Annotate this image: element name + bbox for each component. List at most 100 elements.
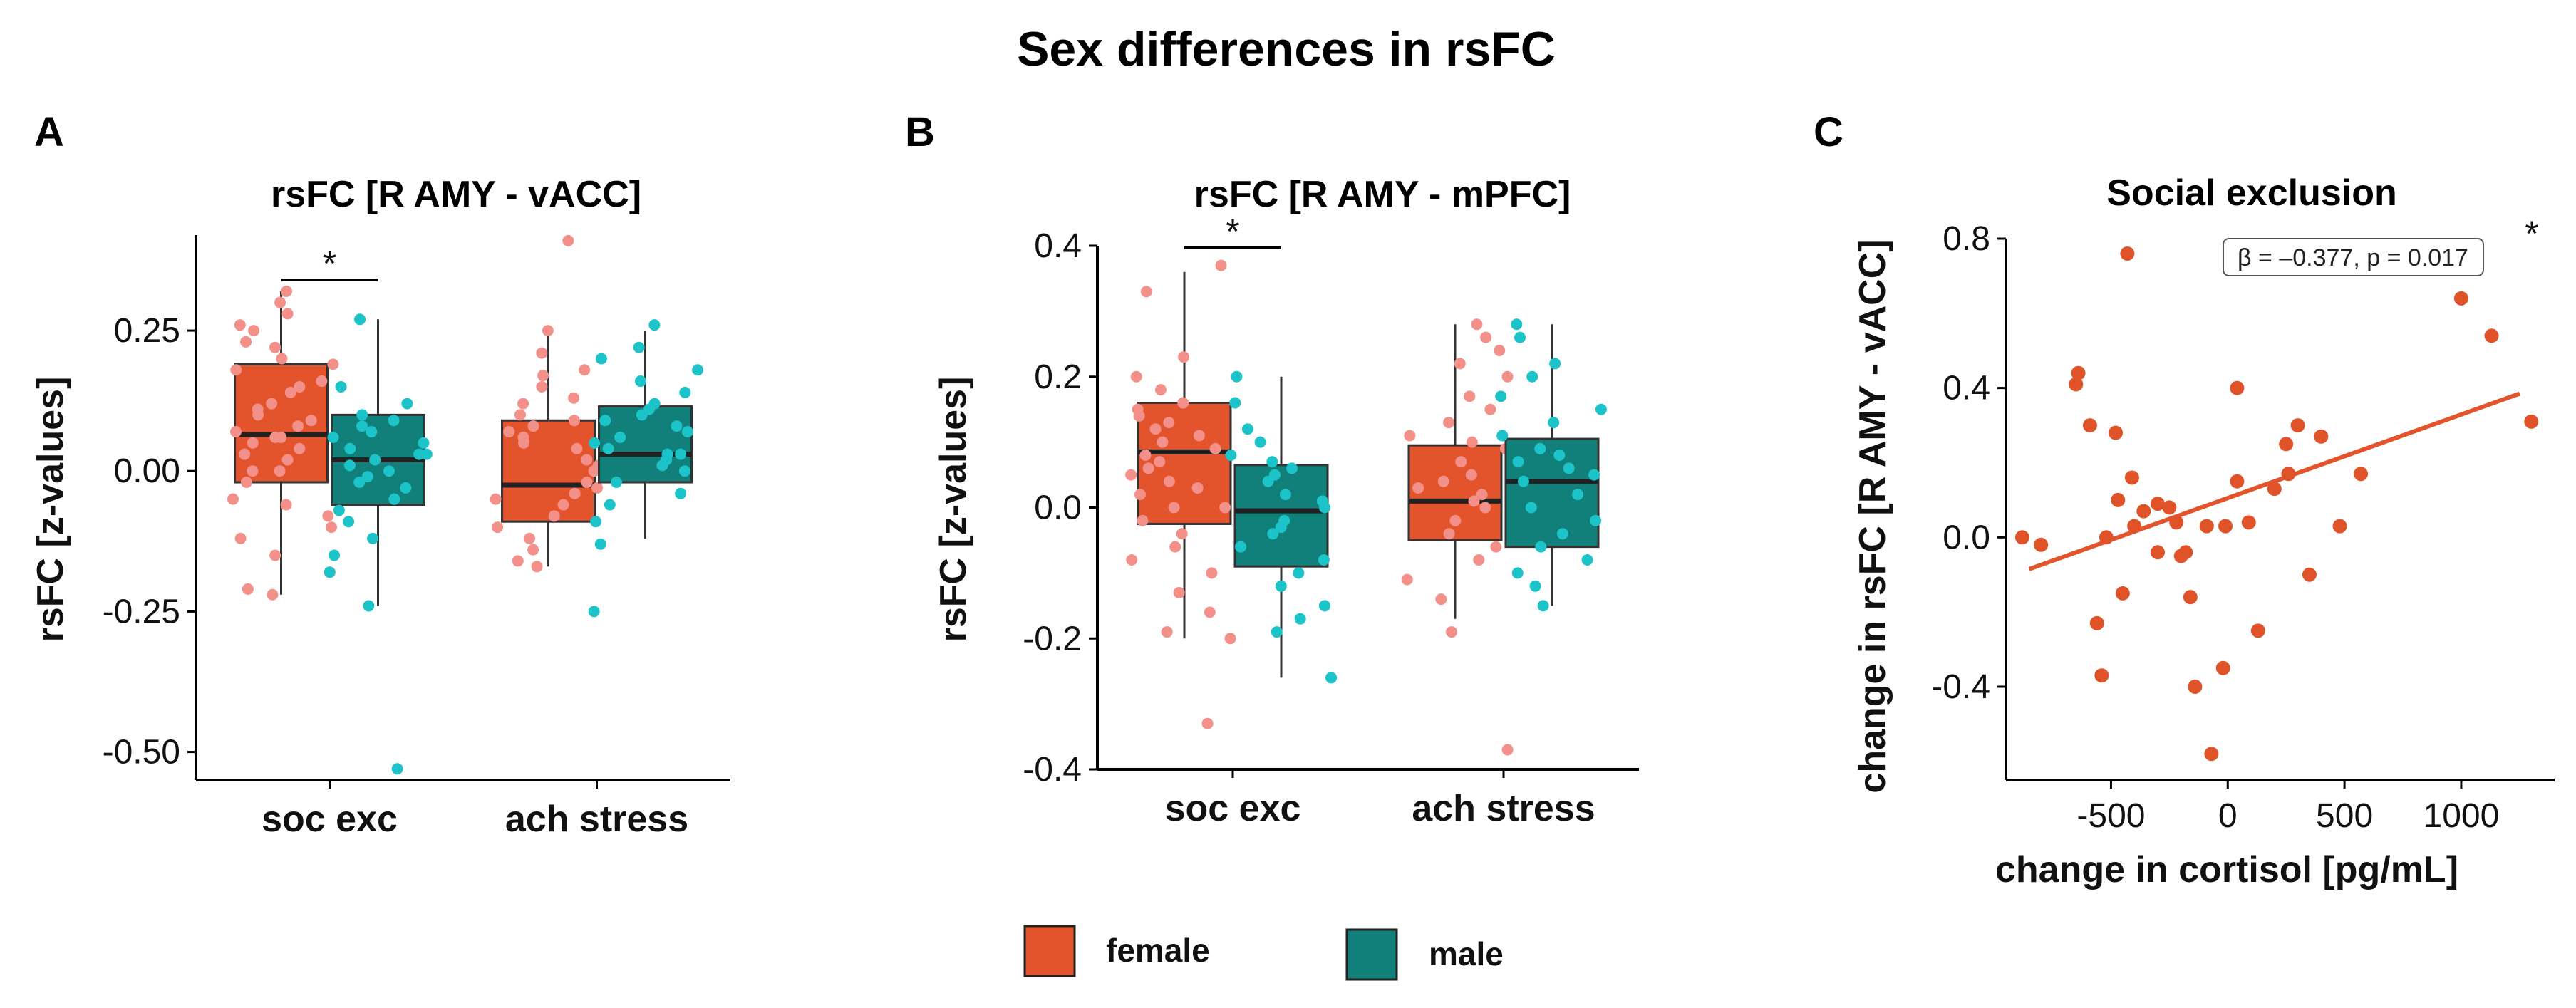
data-point-female — [1125, 469, 1137, 481]
data-point-female — [1176, 528, 1188, 540]
data-point-male — [1293, 567, 1305, 579]
data-point-male — [1316, 495, 1328, 507]
data-point-male — [1581, 554, 1593, 566]
box-female — [1137, 402, 1232, 525]
data-point-female — [1443, 417, 1455, 429]
data-point-male — [675, 487, 687, 499]
panel-a-ylabel: rsFC [z-values] — [30, 377, 71, 643]
data-point-female — [316, 375, 328, 388]
data-point-male — [329, 549, 341, 561]
y-tick-label: -0.25 — [103, 593, 180, 630]
y-tick-label: 0.2 — [1034, 358, 1082, 396]
y-tick-label: 0.8 — [1943, 220, 1990, 258]
y-tick-label: 0.4 — [1034, 227, 1082, 265]
data-point-female — [1126, 554, 1138, 566]
data-point-male — [1325, 672, 1338, 684]
data-point-female — [492, 521, 504, 534]
data-point-female — [1224, 633, 1236, 645]
data-point — [2230, 474, 2245, 489]
data-point-male — [388, 493, 400, 505]
data-point-male — [366, 426, 378, 438]
data-point-male — [353, 477, 366, 489]
data-point-female — [588, 465, 600, 477]
category-label: soc exc — [1165, 788, 1301, 829]
data-point — [2230, 380, 2245, 395]
figure-title: Sex differences in rsFC — [1017, 22, 1556, 76]
data-point-female — [548, 510, 560, 522]
data-point-male — [1535, 541, 1547, 553]
data-point-female — [252, 403, 264, 415]
data-point-female — [1149, 423, 1162, 435]
data-point-male — [1556, 528, 1568, 540]
data-point — [2484, 328, 2499, 343]
panel-c-letter: C — [1814, 109, 1843, 155]
data-point-female — [234, 532, 247, 544]
panel-a-title: rsFC [R AMY - vACC] — [271, 174, 641, 215]
data-point-female — [248, 325, 260, 337]
data-point — [2136, 504, 2151, 519]
data-point-female — [527, 544, 539, 556]
significance-star: * — [1226, 212, 1239, 251]
data-point-female — [239, 448, 251, 460]
data-point-female — [524, 532, 536, 544]
data-point-male — [1271, 626, 1283, 638]
data-point-male — [1318, 600, 1330, 612]
data-point-male — [1526, 370, 1538, 383]
annotation-text: β = –0.377, p = 0.017 — [2238, 244, 2468, 271]
y-tick-label: -0.4 — [1023, 751, 1082, 789]
data-point-female — [247, 465, 259, 477]
data-point — [2178, 545, 2193, 560]
data-point — [2111, 492, 2126, 507]
data-point — [2127, 519, 2142, 534]
data-point-female — [1454, 358, 1466, 370]
data-point-male — [1294, 613, 1306, 625]
data-point-male — [604, 499, 616, 511]
data-point-female — [269, 431, 281, 443]
data-point-male — [383, 465, 395, 477]
data-point-male — [391, 763, 403, 775]
data-point-male — [327, 431, 339, 443]
panel-c-plot: 0.8 0.4 0.0 -0.4 -500 0 500 1000 β = –0.377, p =… — [1931, 214, 2555, 835]
data-point — [2150, 545, 2165, 560]
data-point-female — [542, 325, 554, 337]
data-point-female — [276, 353, 288, 365]
panel-c-title: Social exclusion — [2106, 172, 2397, 214]
data-point-female — [1219, 502, 1231, 514]
data-point-female — [557, 499, 569, 511]
data-point-female — [292, 420, 304, 432]
legend-female-swatch — [1023, 925, 1076, 977]
data-point-female — [1464, 390, 1476, 402]
y-tick-label: 0.4 — [1943, 370, 1990, 407]
panel-b: B rsFC [R AMY - mPFC] rsFC [z-values] 0.… — [905, 109, 1639, 829]
data-point-male — [595, 353, 607, 365]
data-point-male — [1553, 450, 1566, 461]
x-tick-label: 0 — [2218, 797, 2238, 835]
data-point-male — [675, 448, 687, 460]
data-point-female — [274, 465, 286, 477]
data-point-female — [269, 549, 281, 561]
data-point-female — [568, 415, 580, 427]
data-point — [2183, 590, 2198, 605]
data-point — [2267, 482, 2282, 497]
data-point — [2218, 519, 2233, 534]
data-point-male — [1534, 442, 1546, 454]
data-point-male — [343, 516, 355, 528]
data-point-male — [344, 442, 356, 454]
data-point-female — [1154, 384, 1167, 396]
data-point-male — [1241, 423, 1253, 435]
data-point-male — [610, 477, 622, 489]
box-female — [501, 419, 596, 523]
data-point-male — [1512, 456, 1524, 468]
x-tick-label: 500 — [2316, 797, 2373, 835]
significance-star: * — [2525, 214, 2538, 254]
data-point-female — [1206, 567, 1218, 579]
data-point-male — [1571, 489, 1583, 501]
data-point — [2332, 519, 2347, 534]
data-point — [2089, 615, 2104, 630]
data-point — [2314, 429, 2329, 444]
legend: female male — [1023, 925, 1504, 981]
data-point — [2115, 586, 2130, 601]
data-point-female — [571, 442, 583, 454]
data-point-female — [1449, 514, 1462, 526]
data-point-male — [1254, 436, 1266, 448]
